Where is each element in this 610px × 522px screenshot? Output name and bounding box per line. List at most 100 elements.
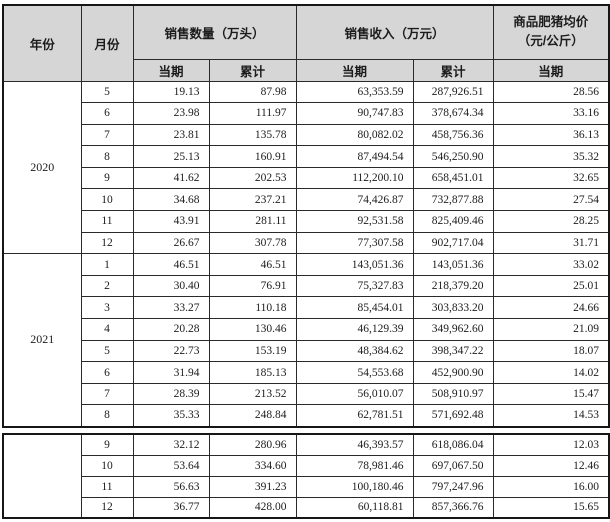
sales-revenue-group-header: 销售收入（万元） <box>295 4 494 60</box>
table-row: 11 43.91 281.11 92,531.58 825,409.46 28.25 <box>3 210 610 233</box>
month-cell: 1 <box>80 253 134 276</box>
qty-current-cell: 34.68 <box>132 188 210 212</box>
qty-current-cell: 32.12 <box>132 433 210 456</box>
sales-table-continuation: 9 32.12 280.96 46,393.57 618,086.04 12.03 10 53… <box>2 433 610 519</box>
revenue-cumulative-subheader: 累计 <box>412 58 494 82</box>
qty-cumulative-cell: 160.91 <box>208 145 297 168</box>
table-row: 6 31.94 185.13 54,553.68 452,900.90 14.02 <box>3 361 610 384</box>
revenue-cumulative-cell: 287,926.51 <box>412 80 494 104</box>
revenue-current-cell: 56,010.07 <box>295 382 414 406</box>
price-current-cell: 15.65 <box>492 496 610 519</box>
table-row: 10 53.64 334.60 78,981.46 697,067.50 12.46 <box>3 454 610 477</box>
month-cell: 4 <box>80 318 134 341</box>
price-current-cell: 21.09 <box>492 318 610 341</box>
revenue-cumulative-cell: 218,379.20 <box>412 274 494 298</box>
price-current-cell: 12.03 <box>492 433 610 456</box>
table-body-main: 2020 5 19.13 87.98 63,353.59 287,926.51 28.56 6… <box>2 80 610 427</box>
table-row: 3 33.27 110.18 85,454.01 303,833.20 24.66 <box>3 296 610 320</box>
month-cell: 9 <box>80 166 134 190</box>
avg-price-header-line1: 商品肥猪均价 <box>513 14 589 29</box>
qty-current-cell: 46.51 <box>132 253 210 276</box>
revenue-current-cell: 100,180.46 <box>295 475 414 498</box>
revenue-cumulative-cell: 571,692.48 <box>412 404 494 427</box>
qty-cumulative-cell: 130.46 <box>208 318 297 341</box>
qty-cumulative-cell: 87.98 <box>208 80 297 104</box>
qty-cumulative-cell: 76.91 <box>208 274 297 298</box>
price-current-cell: 27.54 <box>492 188 610 212</box>
price-current-cell: 28.25 <box>492 210 610 233</box>
revenue-current-cell: 78,981.46 <box>295 454 414 477</box>
price-current-cell: 16.00 <box>492 475 610 498</box>
qty-cumulative-cell: 428.00 <box>208 496 297 519</box>
qty-current-cell: 35.33 <box>132 404 210 427</box>
year-cell: 2021 <box>2 253 82 427</box>
qty-current-cell: 19.13 <box>132 80 210 104</box>
month-cell: 6 <box>80 361 134 384</box>
avg-price-header-line2: （元/公斤） <box>517 34 584 49</box>
year-cell: 2020 <box>2 80 82 255</box>
revenue-cumulative-cell: 902,717.04 <box>412 231 494 255</box>
revenue-cumulative-cell: 618,086.04 <box>412 433 494 456</box>
qty-current-cell: 43.91 <box>132 210 210 233</box>
qty-cumulative-cell: 281.11 <box>208 210 297 233</box>
qty-cumulative-cell: 46.51 <box>208 253 297 276</box>
qty-cumulative-cell: 213.52 <box>208 382 297 406</box>
qty-cumulative-cell: 185.13 <box>208 361 297 384</box>
table-row: 12 36.77 428.00 60,118.81 857,366.76 15.65 <box>3 496 610 519</box>
revenue-cumulative-cell: 658,451.01 <box>412 166 494 190</box>
revenue-current-cell: 90,747.83 <box>295 102 414 125</box>
price-current-cell: 14.02 <box>492 361 610 384</box>
qty-current-cell: 22.73 <box>132 339 210 363</box>
month-cell: 11 <box>80 210 134 233</box>
revenue-current-cell: 74,426.87 <box>295 188 414 212</box>
qty-cumulative-subheader: 累计 <box>208 58 297 82</box>
month-cell: 2 <box>80 274 134 298</box>
month-cell: 6 <box>80 102 134 125</box>
qty-current-cell: 56.63 <box>132 475 210 498</box>
qty-cumulative-cell: 110.18 <box>208 296 297 320</box>
month-cell: 10 <box>80 188 134 212</box>
revenue-cumulative-cell: 546,250.90 <box>412 145 494 168</box>
qty-cumulative-cell: 202.53 <box>208 166 297 190</box>
qty-cumulative-cell: 111.97 <box>208 102 297 125</box>
table-row: 10 34.68 237.21 74,426.87 732,877.88 27.54 <box>3 188 610 212</box>
sales-qty-group-header: 销售数量（万头） <box>132 4 297 60</box>
revenue-current-cell: 85,454.01 <box>295 296 414 320</box>
year-column-header: 年份 <box>2 4 82 82</box>
revenue-current-cell: 46,393.57 <box>295 433 414 456</box>
table-row: 9 32.12 280.96 46,393.57 618,086.04 12.03 <box>2 433 610 519</box>
revenue-cumulative-cell: 378,674.34 <box>412 102 494 125</box>
qty-cumulative-cell: 307.78 <box>208 231 297 255</box>
month-cell: 8 <box>80 145 134 168</box>
month-cell: 12 <box>80 496 134 519</box>
table-body-continuation: 9 32.12 280.96 46,393.57 618,086.04 12.03 10 53… <box>2 433 610 519</box>
qty-current-subheader: 当期 <box>132 58 210 82</box>
month-cell: 11 <box>80 475 134 498</box>
month-cell: 5 <box>80 339 134 363</box>
month-cell: 3 <box>80 296 134 320</box>
qty-current-cell: 30.40 <box>132 274 210 298</box>
revenue-current-cell: 77,307.58 <box>295 231 414 255</box>
revenue-cumulative-cell: 458,756.36 <box>412 123 494 147</box>
price-current-cell: 33.16 <box>492 102 610 125</box>
sales-table-main: 年份 月份 销售数量（万头） 销售收入（万元） 商品肥猪均价 （元/公斤） 当期… <box>2 4 610 428</box>
qty-current-cell: 36.77 <box>132 496 210 519</box>
price-current-cell: 15.47 <box>492 382 610 406</box>
table-row: 8 35.33 248.84 62,781.51 571,692.48 14.53 <box>3 404 610 427</box>
revenue-current-cell: 54,553.68 <box>295 361 414 384</box>
qty-cumulative-cell: 280.96 <box>208 433 297 456</box>
price-current-cell: 33.02 <box>492 253 610 276</box>
qty-current-cell: 28.39 <box>132 382 210 406</box>
price-current-cell: 18.07 <box>492 339 610 363</box>
revenue-cumulative-cell: 797,247.96 <box>412 475 494 498</box>
price-current-cell: 32.65 <box>492 166 610 190</box>
revenue-cumulative-cell: 857,366.76 <box>412 496 494 519</box>
table-row: 4 20.28 130.46 46,129.39 349,962.60 21.09 <box>3 318 610 341</box>
table-row: 2020 5 19.13 87.98 63,353.59 287,926.51 28.56 <box>2 80 610 255</box>
revenue-cumulative-cell: 508,910.97 <box>412 382 494 406</box>
price-current-subheader: 当期 <box>492 58 610 82</box>
month-cell: 9 <box>80 433 134 456</box>
qty-cumulative-cell: 334.60 <box>208 454 297 477</box>
qty-cumulative-cell: 391.23 <box>208 475 297 498</box>
month-cell: 7 <box>80 382 134 406</box>
